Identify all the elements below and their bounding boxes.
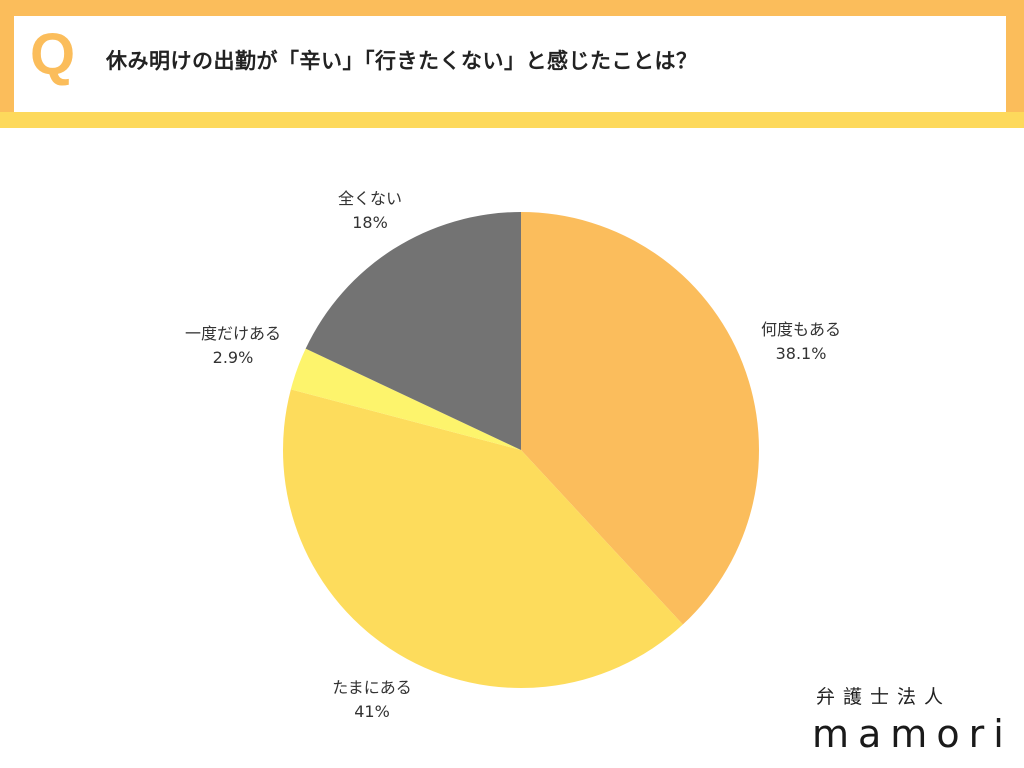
slice-label-2-name: 一度だけある	[184, 324, 282, 343]
pie-slice-3	[305, 212, 521, 450]
header-frame-bottom	[0, 112, 1024, 128]
q-mark: Q	[30, 22, 76, 87]
logo-subtitle: 弁護士法人	[816, 686, 952, 708]
slice-label-1: たまにある 41%	[332, 676, 412, 724]
slice-label-1-name: たまにある	[332, 678, 412, 697]
slice-label-3-name: 全くない	[337, 189, 403, 208]
slice-label-0-value: 38.1%	[775, 344, 827, 363]
slice-label-2-value: 2.9%	[212, 348, 254, 367]
pie-slice-2	[290, 348, 521, 450]
slice-label-3: 全くない 18%	[338, 187, 402, 235]
chart-title: 休み明けの出勤が「辛い」「行きたくない」と感じたことは？	[106, 49, 698, 73]
slice-label-1-value: 41%	[354, 702, 390, 721]
question-box	[14, 16, 1006, 112]
slice-label-0: 何度もある 38.1%	[761, 318, 841, 366]
slice-label-2: 一度だけある 2.9%	[185, 322, 281, 370]
pie-slice-0	[521, 212, 760, 625]
logo: mamori	[812, 712, 1013, 756]
pie-slice-1	[282, 389, 683, 689]
slice-label-0-name: 何度もある	[760, 320, 842, 339]
slice-label-3-value: 18%	[352, 213, 388, 232]
